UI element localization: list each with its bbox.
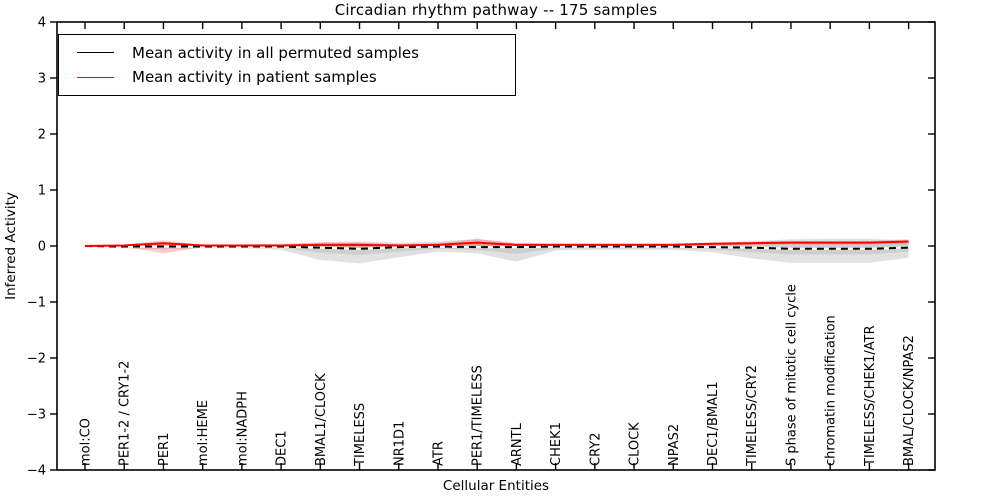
x-category-label: chromatin modification [824,315,839,466]
x-category-label: CLOCK [628,422,643,466]
y-tick-label: 2 [38,128,46,143]
x-category-label: CRY2 [588,433,603,467]
y-axis-label: Inferred Activity [3,192,19,300]
x-category-label: DEC1 [275,430,290,466]
y-tick-label: 4 [38,16,46,31]
y-tick-label: 1 [38,184,46,199]
x-category-label: NPAS2 [667,424,682,466]
y-tick-label: 0 [38,240,46,255]
permuted-line-swatch [77,52,114,54]
permuted-mean-line [84,245,909,250]
patient-mean-line [84,240,909,247]
patient-line-swatch [77,76,114,78]
x-category-label: TIMELESS/CRY2 [745,365,760,467]
x-category-label: NR1D1 [392,421,407,466]
x-category-label: S phase of mitotic cell cycle [784,284,799,466]
x-category-label: TIMELESS/CHEK1/ATR [863,325,878,467]
plot-border [56,21,936,471]
x-category-label: BMAL1/CLOCK [314,373,329,466]
x-category-label: mol:HEME [196,400,211,466]
legend-label: Mean activity in all permuted samples [132,43,419,62]
patient-spread-band [85,238,909,254]
x-category-label: DEC1/BMAL1 [706,382,721,467]
y-tick-label: −4 [27,464,46,479]
x-category-label: ATR [431,441,446,466]
x-category-label: PER1 [157,433,172,466]
x-axis-label: Cellular Entities [442,478,550,494]
x-category-label: BMAL/CLOCK/NPAS2 [902,335,917,466]
y-tick-label: 3 [38,72,46,87]
chart-title: Circadian rhythm pathway -- 175 samples [334,1,658,19]
legend-item-permuted: Mean activity in all permuted samples [59,44,515,62]
legend-box: Mean activity in all permuted samples Me… [58,34,516,96]
legend-item-patient: Mean activity in patient samples [59,68,515,86]
y-tick-label: −3 [27,408,46,423]
x-category-label: mol:CO [79,418,94,466]
x-category-label: PER1/TIMELESS [471,365,486,466]
x-category-label: ARNTL [510,422,525,466]
y-tick-label: −2 [27,352,46,367]
legend-label: Mean activity in patient samples [132,68,377,87]
x-category-label: mol:NADPH [235,391,250,466]
x-category-label: CHEK1 [549,422,564,466]
x-category-label: PER1-2 / CRY1-2 [118,361,133,466]
x-category-label: TIMELESS [353,403,368,467]
y-tick-label: −1 [27,296,46,311]
